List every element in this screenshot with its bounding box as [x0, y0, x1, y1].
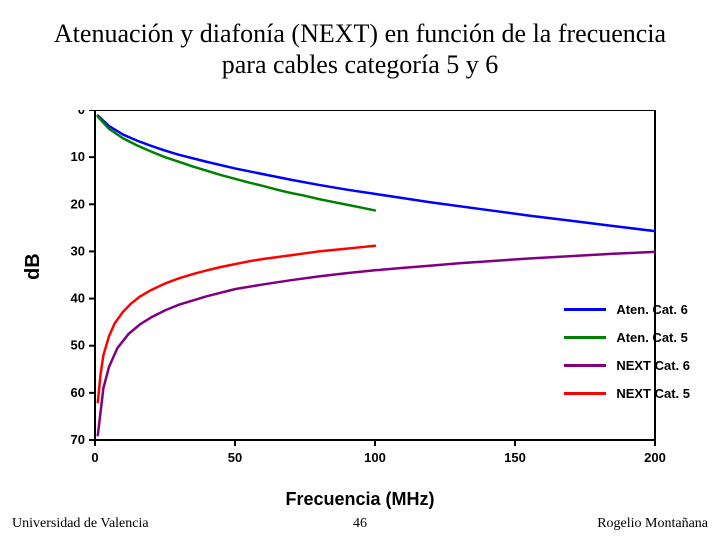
slide: Atenuación y diafonía (NEXT) en función … — [0, 0, 720, 540]
legend-label: NEXT Cat. 6 — [616, 358, 690, 373]
y-tick-label: 40 — [71, 291, 85, 306]
x-tick-label: 0 — [91, 450, 98, 465]
legend-swatch — [564, 308, 606, 311]
legend-label: Aten. Cat. 6 — [616, 302, 688, 317]
legend-row-next_cat5: NEXT Cat. 5 — [564, 382, 690, 404]
legend-swatch — [564, 336, 606, 339]
legend: Aten. Cat. 6 Aten. Cat. 5 NEXT Cat. 6 NEXT … — [564, 298, 690, 410]
x-tick-label: 150 — [504, 450, 526, 465]
legend-swatch — [564, 364, 606, 367]
y-tick-label: 0 — [78, 110, 85, 117]
footer-right: Rogelio Montañana — [597, 516, 708, 532]
legend-label: Aten. Cat. 5 — [616, 330, 688, 345]
legend-label: NEXT Cat. 5 — [616, 386, 690, 401]
x-tick-label: 200 — [644, 450, 666, 465]
x-tick-label: 50 — [228, 450, 242, 465]
x-axis-label: Frecuencia (MHz) — [0, 489, 720, 510]
legend-row-next_cat6: NEXT Cat. 6 — [564, 354, 690, 376]
y-tick-label: 10 — [71, 149, 85, 164]
legend-swatch — [564, 392, 606, 395]
y-tick-label: 70 — [71, 432, 85, 447]
line-chart: 0 10 20 30 40 50 60 70 0 50 100 150 200 — [50, 110, 670, 480]
y-axis-label: dB — [22, 253, 45, 280]
y-tick-label: 50 — [71, 338, 85, 353]
page-title: Atenuación y diafonía (NEXT) en función … — [0, 18, 720, 80]
legend-row-aten_cat6: Aten. Cat. 6 — [564, 298, 690, 320]
x-tick-label: 100 — [364, 450, 386, 465]
legend-row-aten_cat5: Aten. Cat. 5 — [564, 326, 690, 348]
y-tick-label: 60 — [71, 385, 85, 400]
y-tick-label: 30 — [71, 243, 85, 258]
y-tick-label: 20 — [71, 196, 85, 211]
